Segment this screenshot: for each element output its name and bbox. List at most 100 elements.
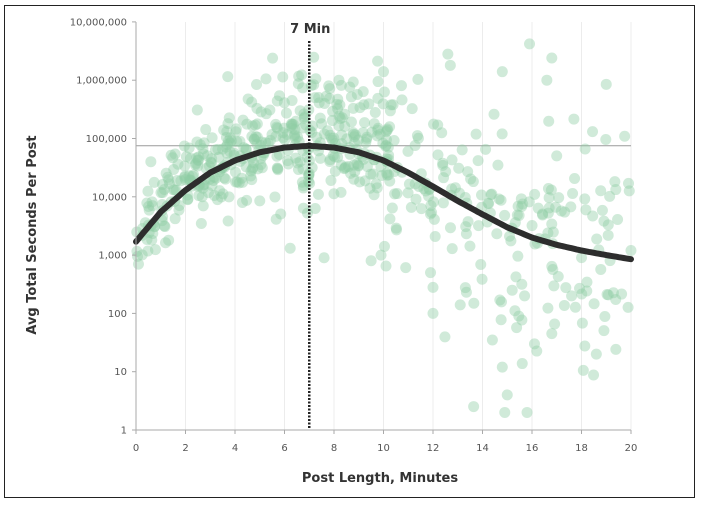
data-point [271, 122, 283, 134]
data-point [581, 276, 593, 288]
data-point [440, 166, 452, 178]
data-point [357, 127, 369, 139]
data-point [437, 197, 449, 209]
data-point [240, 161, 252, 173]
x-axis-ticks: 0 2 4 6 8 10 12 14 16 18 20 [133, 430, 638, 454]
data-point [390, 222, 402, 234]
data-point [214, 185, 226, 197]
data-point [506, 284, 518, 296]
y-axis-label: Avg Total Seconds Per Post [25, 135, 40, 334]
data-point [531, 345, 543, 357]
data-point [222, 215, 234, 227]
x-tick-label: 6 [281, 443, 287, 454]
data-point [486, 334, 498, 346]
data-point [464, 240, 476, 252]
data-point [364, 182, 376, 194]
data-point [565, 201, 577, 213]
data-point [509, 305, 521, 317]
data-point [420, 185, 432, 197]
data-point [132, 250, 144, 262]
data-point [365, 255, 377, 267]
data-point [335, 79, 347, 91]
data-point [293, 70, 305, 82]
data-point [382, 141, 394, 153]
data-point [499, 406, 511, 418]
data-point [339, 162, 351, 174]
data-point [516, 200, 528, 212]
data-point [319, 98, 331, 110]
data-point [588, 369, 600, 381]
data-point [351, 158, 363, 170]
data-point [270, 213, 282, 225]
data-point [207, 175, 219, 187]
data-point [496, 361, 508, 373]
data-point [384, 105, 396, 117]
data-point [604, 190, 616, 202]
data-point [155, 187, 167, 199]
data-point [587, 210, 599, 222]
data-point [285, 120, 297, 132]
data-point [372, 122, 384, 134]
data-point [432, 119, 444, 131]
data-point [577, 364, 589, 376]
data-point [344, 81, 356, 93]
data-point [360, 137, 372, 149]
data-point [335, 186, 347, 198]
data-point [499, 209, 511, 221]
data-point [486, 188, 498, 200]
data-point [512, 200, 524, 212]
data-point [297, 82, 309, 94]
data-point [260, 108, 272, 120]
data-point [622, 301, 634, 313]
x-tick-label: 0 [133, 443, 139, 454]
data-point [202, 187, 214, 199]
data-point [548, 280, 560, 292]
data-point [217, 188, 229, 200]
data-point [290, 115, 302, 127]
x-tick-label: 14 [476, 443, 489, 454]
data-point [610, 184, 622, 196]
data-point [368, 118, 380, 130]
data-point [238, 142, 250, 154]
data-point [206, 157, 218, 169]
data-point [444, 59, 456, 71]
y-tick-label: 1,000 [98, 251, 127, 262]
data-point [442, 48, 454, 60]
data-point [444, 222, 456, 234]
data-point [576, 317, 588, 329]
data-point [236, 172, 248, 184]
data-point [596, 204, 608, 216]
data-point [387, 99, 399, 111]
data-point [278, 97, 290, 109]
data-point [228, 147, 240, 159]
data-point [165, 149, 177, 161]
data-point [516, 358, 528, 370]
data-point [591, 233, 603, 245]
data-point [513, 209, 525, 221]
data-point [218, 172, 230, 184]
data-point [294, 156, 306, 168]
data-point [553, 192, 565, 204]
data-point [558, 299, 570, 311]
data-point [297, 163, 309, 175]
data-point [456, 144, 468, 156]
data-point [327, 134, 339, 146]
data-point [260, 73, 272, 85]
data-point [374, 128, 386, 140]
data-point [171, 174, 183, 186]
data-point [517, 198, 529, 210]
data-point [205, 156, 217, 168]
data-point [256, 162, 268, 174]
data-point [345, 167, 357, 179]
x-tick-label: 20 [625, 443, 638, 454]
data-point [328, 188, 340, 200]
data-point [495, 314, 507, 326]
data-point [403, 178, 415, 190]
data-point [230, 123, 242, 135]
data-point [288, 130, 300, 142]
data-point [546, 328, 558, 340]
data-point [546, 52, 558, 64]
data-point [329, 165, 341, 177]
data-point [602, 229, 614, 241]
data-point [380, 126, 392, 138]
